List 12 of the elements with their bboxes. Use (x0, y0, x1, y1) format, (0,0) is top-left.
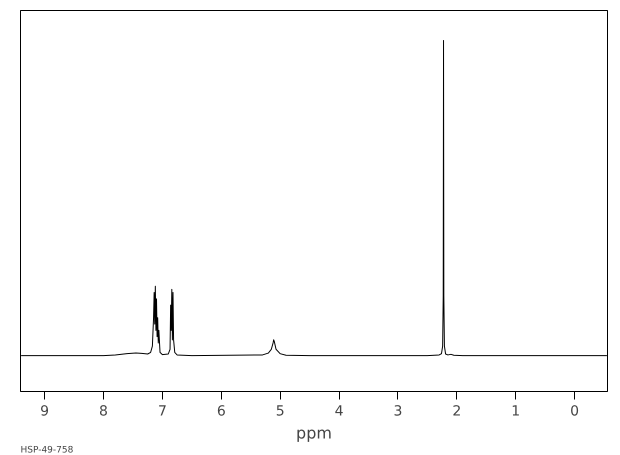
x-tick-label: 3 (393, 404, 402, 420)
x-tick-label: 4 (334, 404, 344, 420)
x-tick-label: 9 (40, 404, 50, 420)
x-tick-label: 2 (452, 404, 462, 420)
x-tick-label: 7 (158, 404, 167, 420)
x-tick-label: 6 (216, 404, 226, 420)
x-tick-label: 1 (511, 404, 520, 420)
text: HSP-49-758 (20, 446, 74, 455)
x-tick-label: 5 (276, 404, 285, 420)
x-tick-label: 8 (99, 404, 108, 420)
x-tick-label: 0 (570, 404, 579, 420)
x-axis-title: ppm (296, 424, 332, 442)
